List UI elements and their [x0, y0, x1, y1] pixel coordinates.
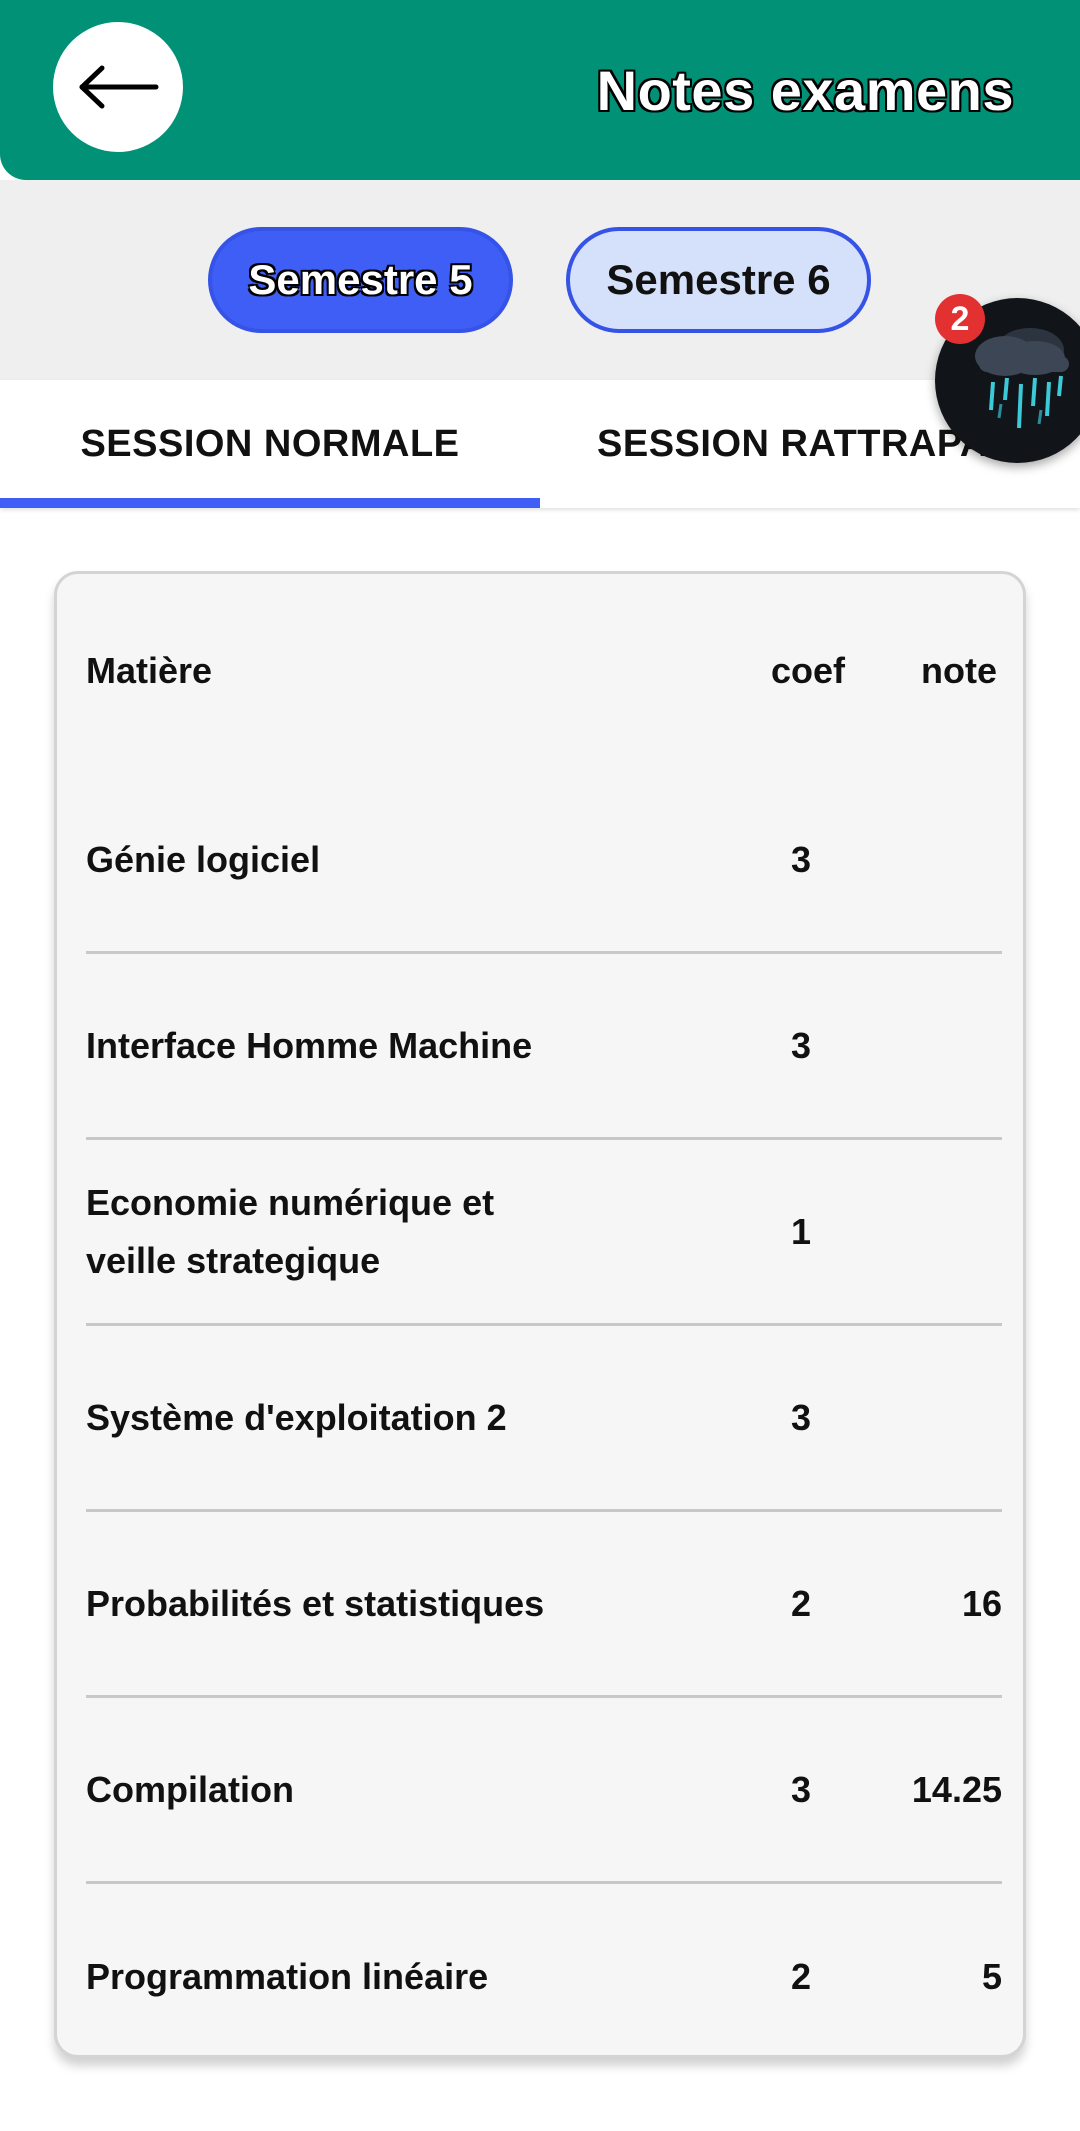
- session-tabs: SESSION NORMALE SESSION RATTRAPAGE: [0, 380, 1080, 508]
- subject-name: Génie logiciel: [86, 838, 321, 880]
- back-button[interactable]: [53, 22, 183, 152]
- subject-name: Système d'exploitation 2: [86, 1396, 507, 1438]
- header-subject: Matière: [86, 650, 213, 691]
- header-note: note: [921, 650, 997, 691]
- subject-note: 16: [961, 1582, 1002, 1624]
- subject-name: Compilation: [86, 1768, 294, 1810]
- page-title: Notes examens: [596, 59, 1014, 122]
- subject-coef: 3: [790, 1768, 812, 1810]
- semester-6-button[interactable]: Semestre 6: [566, 227, 871, 333]
- subject-coef: 3: [790, 838, 812, 880]
- table-row: Economie numérique et veille strategique…: [86, 1140, 1002, 1326]
- grades-table: Matière coef note Génie logiciel 3 Inter…: [54, 571, 1026, 2058]
- subject-coef: 2: [790, 1582, 812, 1624]
- tab-session-normale[interactable]: SESSION NORMALE: [80, 422, 460, 465]
- subject-note: 14.25: [911, 1768, 1002, 1810]
- subject-name: Economie numérique et veille strategique: [86, 1181, 495, 1281]
- table-row: Programmation linéaire 2 5: [86, 1884, 1002, 2070]
- semester-selector: Semestre 5 Semestre 6: [0, 180, 1080, 380]
- header-coef: coef: [771, 650, 846, 691]
- app-header: Notes examens: [0, 0, 1080, 180]
- table-row: Système d'exploitation 2 3: [86, 1326, 1002, 1512]
- subject-name: Probabilités et statistiques: [86, 1582, 545, 1624]
- notification-badge: 2: [935, 294, 985, 344]
- rain-cloud-icon: [975, 328, 1069, 429]
- subject-coef: 3: [790, 1024, 812, 1066]
- active-tab-indicator: [0, 498, 540, 508]
- subject-note: 5: [981, 1956, 1002, 1997]
- table-row: Interface Homme Machine 3: [86, 954, 1002, 1140]
- subject-coef: 2: [790, 1956, 812, 1997]
- table-row: Probabilités et statistiques 2 16: [86, 1512, 1002, 1698]
- table-row: Compilation 3 14.25: [86, 1698, 1002, 1884]
- table-row: Génie logiciel 3: [86, 768, 1002, 954]
- subject-coef: 1: [790, 1210, 812, 1252]
- semester-5-button[interactable]: Semestre 5: [208, 227, 513, 333]
- subject-name: Programmation linéaire: [86, 1956, 489, 1997]
- arrow-left-icon: [79, 65, 159, 109]
- subject-name: Interface Homme Machine: [86, 1024, 533, 1066]
- subject-coef: 3: [790, 1396, 812, 1438]
